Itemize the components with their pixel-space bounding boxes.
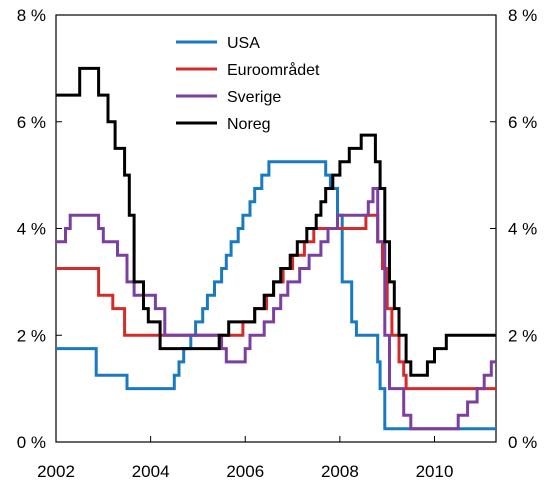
legend-label: Noreg bbox=[227, 116, 271, 133]
y-tick-label-right: 2 % bbox=[508, 326, 537, 345]
x-tick-label: 2006 bbox=[226, 462, 264, 481]
y-tick-label-left: 6 % bbox=[17, 113, 46, 132]
axis-layer: 0 % 0 % 2 % 2 % 4 % 4 % 6 % 6 % 8 % 8 % 2002 2004 20… bbox=[17, 6, 538, 481]
series-line-sverige bbox=[56, 187, 496, 431]
plot-frame bbox=[55, 14, 497, 443]
legend-label: Sverige bbox=[227, 89, 281, 106]
legend-label: USA bbox=[227, 35, 260, 52]
series-layer bbox=[56, 66, 496, 431]
y-tick-label-right: 0 % bbox=[508, 433, 537, 452]
y-tick-label-left: 4 % bbox=[17, 220, 46, 239]
y-tick-label-right: 8 % bbox=[508, 6, 537, 25]
y-tick-label-left: 0 % bbox=[17, 433, 46, 452]
x-tick-label: 2008 bbox=[321, 462, 359, 481]
x-tick-label: 2002 bbox=[37, 462, 75, 481]
y-tick-label-left: 8 % bbox=[17, 6, 46, 25]
series-line-noreg bbox=[56, 66, 496, 377]
legend: USA Euroområdet Sverige Noreg bbox=[176, 35, 320, 133]
series-line-usa bbox=[56, 160, 496, 431]
plot-frame-group bbox=[55, 14, 497, 443]
y-tick-label-right: 6 % bbox=[508, 113, 537, 132]
legend-label: Euroområdet bbox=[227, 61, 320, 79]
y-tick-label-right: 4 % bbox=[508, 220, 537, 239]
x-tick-label: 2004 bbox=[132, 462, 170, 481]
x-tick-label: 2010 bbox=[416, 462, 454, 481]
y-tick-label-left: 2 % bbox=[17, 326, 46, 345]
